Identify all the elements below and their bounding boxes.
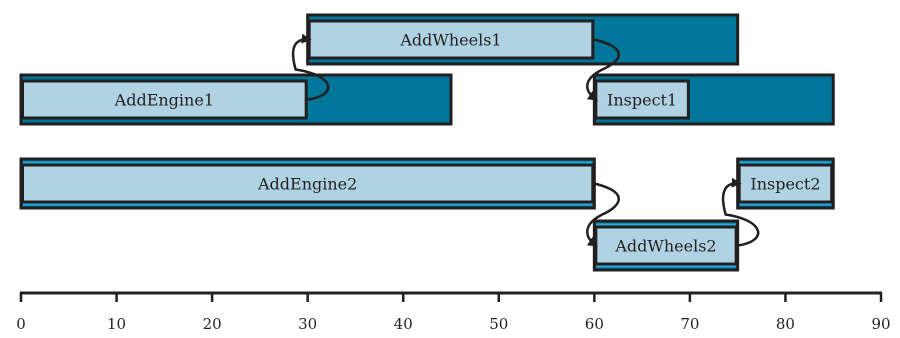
inspect1-bar xyxy=(594,79,690,120)
inspect2-label: Inspect2 xyxy=(750,175,820,194)
axis-tick-label-50: 50 xyxy=(489,315,508,333)
axis-tick-label-0: 0 xyxy=(16,315,26,333)
arrow-addengine2-to-addwheels2 xyxy=(586,182,620,247)
arrow-addwheels2-to-inspect2 xyxy=(721,177,760,247)
axis-tick-label-80: 80 xyxy=(776,315,795,333)
addengine2-label: AddEngine2 xyxy=(257,175,357,194)
dependency-arrows xyxy=(291,33,760,247)
axis-tick-label-70: 70 xyxy=(680,315,699,333)
axis-tick-label-90: 90 xyxy=(871,315,890,333)
axis-tick-label-40: 40 xyxy=(394,315,413,333)
arrow-addwheels1-to-inspect1 xyxy=(586,38,620,101)
axis-tick-label-10: 10 xyxy=(107,315,126,333)
addwheels2-bar xyxy=(594,225,738,266)
addengine1-label: AddEngine1 xyxy=(114,91,214,110)
time-axis: 0 10 20 30 40 50 60 70 80 90 xyxy=(16,291,891,333)
inspect1-label: Inspect1 xyxy=(607,91,677,110)
addengine1-bar xyxy=(21,79,308,120)
arrow-addengine1-to-addwheels1 xyxy=(291,33,330,101)
axis-tick-label-60: 60 xyxy=(585,315,604,333)
task-bars: AddWheels1 AddEngine1 Inspect1 AddEngine2 Ad… xyxy=(21,19,834,266)
axis-tick-label-30: 30 xyxy=(298,315,317,333)
addwheels1-label: AddWheels1 xyxy=(399,31,501,50)
addengine2-bar xyxy=(21,163,595,204)
addwheels2-label: AddWheels2 xyxy=(614,237,716,256)
axis-tick-label-20: 20 xyxy=(203,315,222,333)
addwheels1-bar xyxy=(307,19,595,60)
inspect2-bar xyxy=(737,163,834,204)
